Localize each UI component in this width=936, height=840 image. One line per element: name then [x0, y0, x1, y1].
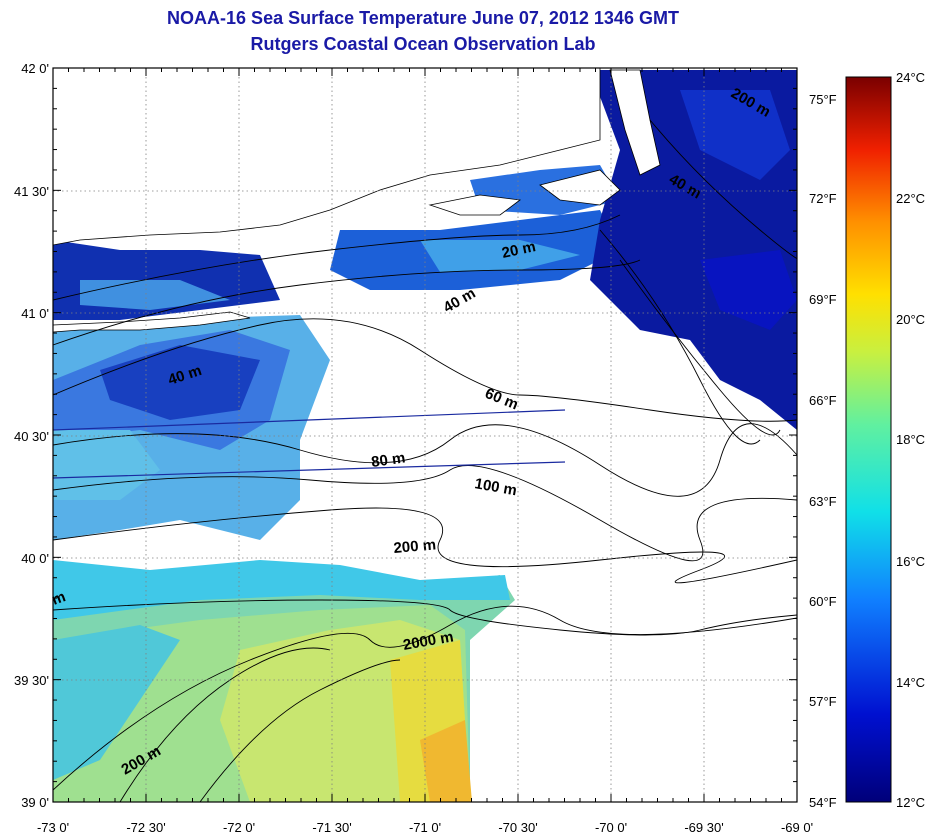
contour-label: 200 m	[393, 536, 437, 557]
lon-label: -70 30'	[498, 820, 537, 835]
celsius-label: 18°C	[896, 432, 925, 447]
longitude-labels: -73 0' -72 30' -72 0' -71 30' -71 0' -70…	[37, 820, 813, 835]
frame-ticks	[52, 67, 798, 803]
celsius-label: 12°C	[896, 795, 925, 810]
lat-label: 40 0'	[21, 551, 49, 566]
celsius-scale: 24°C 22°C 20°C 18°C 16°C 14°C 12°C	[896, 70, 925, 810]
lat-label: 39 0'	[21, 795, 49, 810]
latitude-labels: 42 0' 41 30' 41 0' 40 30' 40 0' 39 30' 3…	[14, 61, 49, 810]
contour-label: m	[50, 588, 68, 609]
celsius-label: 24°C	[896, 70, 925, 85]
lon-label: -69 30'	[684, 820, 723, 835]
lat-label: 41 0'	[21, 306, 49, 321]
lon-label: -70 0'	[595, 820, 627, 835]
fahrenheit-label: 66°F	[809, 393, 837, 408]
celsius-label: 14°C	[896, 675, 925, 690]
fahrenheit-label: 60°F	[809, 594, 837, 609]
lon-label: -71 30'	[312, 820, 351, 835]
contour-label: 100 m	[473, 475, 518, 499]
lon-label: -73 0'	[37, 820, 69, 835]
celsius-label: 20°C	[896, 312, 925, 327]
land	[53, 68, 661, 333]
lon-label: -71 0'	[409, 820, 441, 835]
fahrenheit-label: 54°F	[809, 795, 837, 810]
temperature-field	[53, 70, 797, 802]
lon-label: -72 30'	[126, 820, 165, 835]
lat-label: 42 0'	[21, 61, 49, 76]
lat-label: 40 30'	[14, 429, 49, 444]
fahrenheit-label: 69°F	[809, 292, 837, 307]
celsius-label: 22°C	[896, 191, 925, 206]
fahrenheit-label: 75°F	[809, 92, 837, 107]
map-title: NOAA-16 Sea Surface Temperature June 07,…	[167, 8, 679, 28]
fahrenheit-label: 63°F	[809, 494, 837, 509]
lon-label: -69 0'	[781, 820, 813, 835]
lat-label: 41 30'	[14, 184, 49, 199]
colorbar	[845, 76, 892, 803]
fahrenheit-label: 72°F	[809, 191, 837, 206]
contour-label: 60 m	[483, 385, 521, 414]
lat-label: 39 30'	[14, 673, 49, 688]
fahrenheit-label: 57°F	[809, 694, 837, 709]
celsius-label: 16°C	[896, 554, 925, 569]
bathymetry-contours	[53, 119, 797, 802]
contour-label: 20 m	[500, 238, 537, 262]
fahrenheit-scale: 75°F 72°F 69°F 66°F 63°F 60°F 57°F 54°F	[809, 92, 837, 810]
contour-label: 80 m	[370, 449, 406, 471]
lon-label: -72 0'	[223, 820, 255, 835]
map-subtitle: Rutgers Coastal Ocean Observation Lab	[250, 34, 596, 54]
graticule	[53, 68, 797, 802]
